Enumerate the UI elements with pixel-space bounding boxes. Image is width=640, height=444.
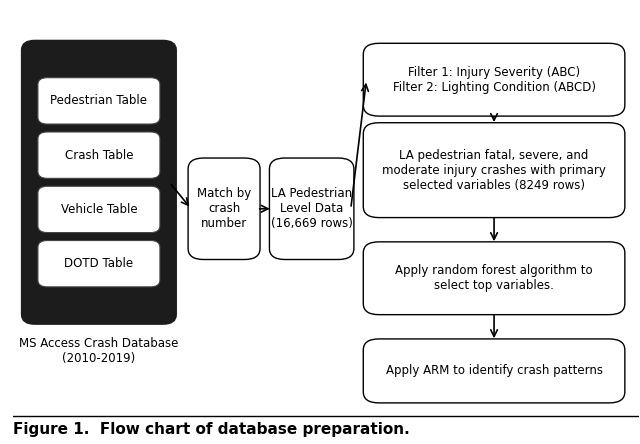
FancyBboxPatch shape — [364, 44, 625, 116]
Text: Pedestrian Table: Pedestrian Table — [51, 95, 147, 107]
FancyBboxPatch shape — [364, 123, 625, 218]
Text: DOTD Table: DOTD Table — [65, 257, 134, 270]
FancyBboxPatch shape — [364, 242, 625, 315]
Text: LA pedestrian fatal, severe, and
moderate injury crashes with primary
selected v: LA pedestrian fatal, severe, and moderat… — [382, 149, 606, 192]
Text: Crash Table: Crash Table — [65, 149, 133, 162]
Text: Vehicle Table: Vehicle Table — [61, 203, 137, 216]
FancyBboxPatch shape — [269, 158, 354, 259]
Text: LA Pedestrian
Level Data
(16,669 rows): LA Pedestrian Level Data (16,669 rows) — [271, 187, 353, 230]
Text: MS Access Crash Database
(2010-2019): MS Access Crash Database (2010-2019) — [19, 337, 179, 365]
FancyBboxPatch shape — [38, 78, 160, 124]
FancyBboxPatch shape — [188, 158, 260, 259]
Text: Match by
crash
number: Match by crash number — [197, 187, 251, 230]
FancyBboxPatch shape — [38, 132, 160, 178]
FancyBboxPatch shape — [22, 41, 175, 324]
Text: Filter 1: Injury Severity (ABC)
Filter 2: Lighting Condition (ABCD): Filter 1: Injury Severity (ABC) Filter 2… — [392, 66, 596, 94]
FancyBboxPatch shape — [38, 241, 160, 287]
Text: Figure 1.  Flow chart of database preparation.: Figure 1. Flow chart of database prepara… — [13, 422, 410, 437]
Text: Apply random forest algorithm to
select top variables.: Apply random forest algorithm to select … — [396, 264, 593, 292]
FancyBboxPatch shape — [38, 186, 160, 233]
Text: Apply ARM to identify crash patterns: Apply ARM to identify crash patterns — [385, 365, 603, 377]
FancyBboxPatch shape — [364, 339, 625, 403]
